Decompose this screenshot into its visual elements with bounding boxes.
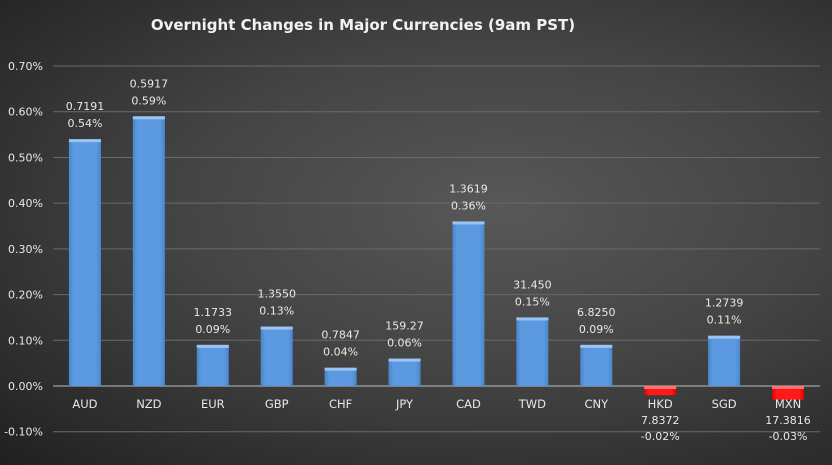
y-tick-label: 0.60% [8, 106, 43, 119]
data-label: 0.36% [451, 199, 486, 212]
x-tick-label: AUD [72, 397, 97, 411]
y-tick-label: 0.50% [8, 151, 43, 164]
data-label: 0.54% [67, 117, 102, 130]
data-label: 0.15% [515, 295, 550, 308]
rate-label: 17.3816 [765, 414, 811, 427]
bar-highlight [644, 386, 677, 389]
rate-label: 0.7847 [321, 329, 360, 342]
x-tick-label: CNY [584, 397, 609, 411]
bar-gbp [260, 326, 293, 386]
bar-hkd [644, 386, 677, 396]
bar-highlight [708, 335, 741, 339]
y-tick-label: 0.10% [8, 334, 43, 347]
y-tick-label: 0.00% [8, 380, 43, 393]
x-tick-label: TWD [518, 397, 546, 411]
data-label: -0.03% [769, 430, 808, 443]
rate-label: 6.8250 [577, 306, 616, 319]
x-tick-label: MXN [775, 397, 801, 411]
rate-label: 159.27 [385, 320, 424, 333]
rate-label: 1.2739 [705, 297, 744, 310]
x-tick-label: CHF [329, 397, 352, 411]
data-label: 0.09% [195, 323, 230, 336]
data-label: 0.06% [387, 337, 422, 350]
rate-label: 1.1733 [194, 306, 233, 319]
bar-highlight [452, 221, 485, 225]
bar-highlight [132, 116, 165, 120]
data-label: 0.09% [579, 323, 614, 336]
data-label: 0.13% [259, 305, 294, 318]
bar-highlight [260, 326, 293, 330]
y-tick-label: 0.20% [8, 289, 43, 302]
rate-label: 0.5917 [130, 77, 169, 90]
bar-highlight [388, 358, 421, 362]
rate-label: 7.8372 [641, 414, 680, 427]
x-tick-label: NZD [136, 397, 161, 411]
x-tick-label: JPY [395, 397, 414, 411]
bar-highlight [516, 317, 549, 321]
bar-highlight [772, 386, 805, 389]
bar-highlight [68, 139, 101, 143]
rate-label: 31.450 [513, 278, 552, 291]
x-tick-label: GBP [265, 397, 289, 411]
x-tick-label: CAD [456, 397, 481, 411]
x-tick-label: HKD [648, 397, 673, 411]
chart-title: Overnight Changes in Major Currencies (9… [150, 16, 576, 34]
bar-highlight [196, 344, 229, 348]
bar-cad [452, 221, 485, 386]
x-tick-label: SGD [712, 397, 737, 411]
bar-eur [196, 344, 229, 386]
y-tick-label: 0.70% [8, 60, 43, 73]
y-tick-label: -0.10% [4, 426, 43, 439]
bar-highlight [324, 367, 357, 371]
data-label: -0.02% [641, 430, 680, 443]
rate-label: 1.3550 [257, 288, 296, 301]
bar-cny [580, 344, 613, 386]
y-tick-label: 0.40% [8, 197, 43, 210]
rate-label: 0.7191 [66, 100, 105, 113]
data-label: 0.04% [323, 346, 358, 359]
rate-label: 1.3619 [449, 182, 488, 195]
bar-chf [324, 367, 357, 386]
bar-aud [68, 139, 101, 386]
bar-nzd [132, 116, 165, 386]
data-label: 0.59% [131, 94, 166, 107]
bar-sgd [708, 335, 741, 386]
bar-twd [516, 317, 549, 386]
x-tick-label: EUR [201, 397, 225, 411]
bar-mxn [772, 386, 805, 400]
bar-highlight [580, 344, 613, 348]
bar-jpy [388, 358, 421, 386]
data-label: 0.11% [707, 314, 742, 327]
y-tick-label: 0.30% [8, 243, 43, 256]
